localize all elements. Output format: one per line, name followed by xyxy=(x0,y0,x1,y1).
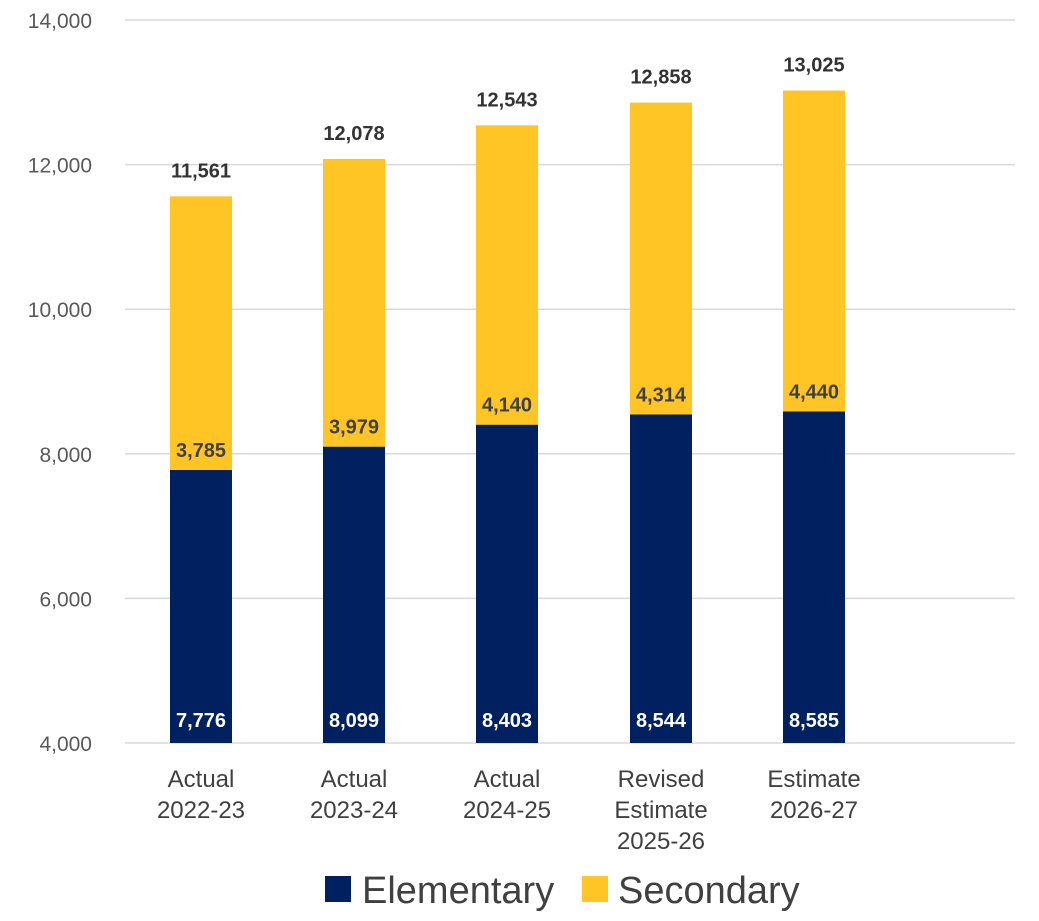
bar-secondary xyxy=(476,125,538,425)
data-label-total: 12,858 xyxy=(630,67,691,89)
data-label-elementary: 8,403 xyxy=(482,710,532,732)
data-label-total: 12,078 xyxy=(323,123,384,145)
x-tick-label-line: Revised xyxy=(618,766,705,793)
data-labels: 7,776 3,785 11,561 8,099 3,979 12,078 8,403 4,1… xyxy=(171,54,845,732)
x-tick-label: Actual 2023-24 xyxy=(310,766,398,824)
legend-label-secondary: Secondary xyxy=(618,870,800,912)
bar-elementary xyxy=(783,411,845,743)
bar-secondary xyxy=(783,90,845,412)
x-tick-label-line: Actual xyxy=(168,766,235,793)
bar-secondary xyxy=(323,158,385,447)
bar-elementary xyxy=(170,469,232,743)
bar-secondary xyxy=(630,102,692,415)
legend-swatch-elementary xyxy=(325,876,351,902)
data-label-total: 11,561 xyxy=(171,160,231,182)
x-tick-label: Estimate 2026-27 xyxy=(767,766,860,824)
y-tick-label: 6,000 xyxy=(39,588,92,611)
data-label-elementary: 8,585 xyxy=(789,710,839,732)
data-label-secondary: 4,440 xyxy=(789,382,839,404)
y-tick-label: 4,000 xyxy=(39,733,92,756)
data-label-secondary: 4,314 xyxy=(636,384,687,406)
data-label-elementary: 7,776 xyxy=(176,710,226,732)
x-tick-label: Actual 2024-25 xyxy=(463,766,551,824)
data-label-elementary: 8,544 xyxy=(636,710,687,732)
y-axis-ticks: 4,000 6,000 8,000 10,000 12,000 14,000 xyxy=(28,10,92,756)
y-tick-label: 14,000 xyxy=(28,10,92,33)
bar-elementary xyxy=(476,424,538,743)
data-label-total: 13,025 xyxy=(783,54,844,76)
bars xyxy=(170,90,845,743)
data-label-elementary: 8,099 xyxy=(329,710,379,732)
x-tick-label-line: 2025-26 xyxy=(617,828,705,855)
data-label-secondary: 4,140 xyxy=(482,395,532,417)
bar-elementary xyxy=(323,446,385,743)
x-axis-ticks: Actual 2022-23 Actual 2023-24 Actual 2024-25 R… xyxy=(157,766,861,855)
x-tick-label-line: 2023-24 xyxy=(310,797,398,824)
gridlines xyxy=(125,19,1015,744)
data-label-secondary: 3,785 xyxy=(176,440,226,462)
bar-elementary xyxy=(630,414,692,743)
x-tick-label: Revised Estimate 2025-26 xyxy=(614,766,707,855)
legend: Elementary Secondary xyxy=(325,870,800,912)
x-tick-label-line: Actual xyxy=(474,766,541,793)
x-tick-label-line: 2022-23 xyxy=(157,797,245,824)
x-tick-label-line: Estimate xyxy=(767,766,860,793)
y-tick-label: 8,000 xyxy=(39,444,92,467)
bar-secondary xyxy=(170,196,232,470)
y-tick-label: 10,000 xyxy=(28,299,92,322)
legend-swatch-secondary xyxy=(582,876,608,902)
x-tick-label-line: Estimate xyxy=(614,797,707,824)
x-tick-label: Actual 2022-23 xyxy=(157,766,245,824)
x-tick-label-line: 2024-25 xyxy=(463,797,551,824)
x-tick-label-line: Actual xyxy=(321,766,388,793)
x-tick-label-line: 2026-27 xyxy=(770,797,858,824)
y-tick-label: 12,000 xyxy=(28,155,92,178)
data-label-total: 12,543 xyxy=(476,89,537,111)
data-label-secondary: 3,979 xyxy=(329,417,379,439)
legend-label-elementary: Elementary xyxy=(362,870,554,912)
